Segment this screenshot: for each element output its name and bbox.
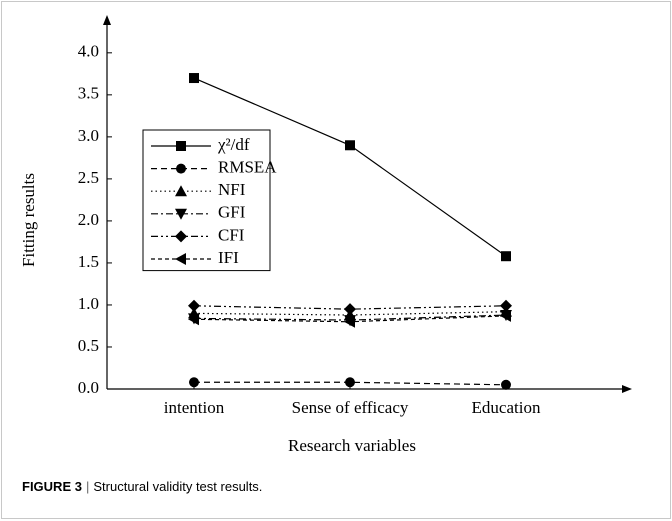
legend-marker <box>175 253 186 265</box>
legend-marker <box>175 185 187 197</box>
legend-marker <box>175 208 187 220</box>
marker <box>501 251 511 262</box>
legend-label: CFI <box>218 225 245 244</box>
x-tick-label: Sense of efficacy <box>292 398 409 417</box>
y-axis-label: Fitting results <box>19 173 38 267</box>
legend-label: NFI <box>218 180 246 199</box>
marker <box>500 309 511 322</box>
marker <box>344 303 356 316</box>
legend-marker <box>176 163 186 174</box>
caption-text: Structural validity test results. <box>93 479 262 494</box>
y-axis-arrow <box>103 15 111 25</box>
caption: FIGURE 3 | Structural validity test result… <box>22 479 262 494</box>
legend-label: χ²/df <box>217 135 250 154</box>
legend-label: GFI <box>218 203 246 222</box>
y-tick-label: 0.0 <box>78 378 99 397</box>
x-tick-label: intention <box>164 398 225 417</box>
marker <box>188 313 199 326</box>
y-tick-label: 1.5 <box>78 252 99 271</box>
marker <box>189 377 199 388</box>
marker <box>500 299 512 312</box>
x-tick-label: Education <box>472 398 541 417</box>
y-tick-label: 2.5 <box>78 168 99 187</box>
marker <box>345 377 355 388</box>
y-tick-label: 0.5 <box>78 336 99 355</box>
legend-marker <box>176 141 186 151</box>
legend-box <box>142 129 271 272</box>
y-tick-label: 1.0 <box>78 294 99 313</box>
marker <box>188 299 200 312</box>
legend-label: IFI <box>218 248 239 267</box>
x-axis-arrow <box>622 385 632 393</box>
y-tick-label: 3.0 <box>78 126 99 145</box>
marker <box>344 315 355 328</box>
x-axis-label: Research variables <box>288 436 416 455</box>
caption-label: FIGURE 3 <box>22 479 82 494</box>
y-tick-label: 3.5 <box>78 84 99 103</box>
y-tick-label: 2.0 <box>78 210 99 229</box>
legend-label: RMSEA <box>218 158 277 177</box>
y-tick-label: 4.0 <box>78 42 99 61</box>
marker <box>501 379 511 390</box>
legend-marker <box>175 230 187 243</box>
marker <box>345 140 355 151</box>
marker <box>189 73 199 84</box>
caption-separator: | <box>86 479 89 494</box>
